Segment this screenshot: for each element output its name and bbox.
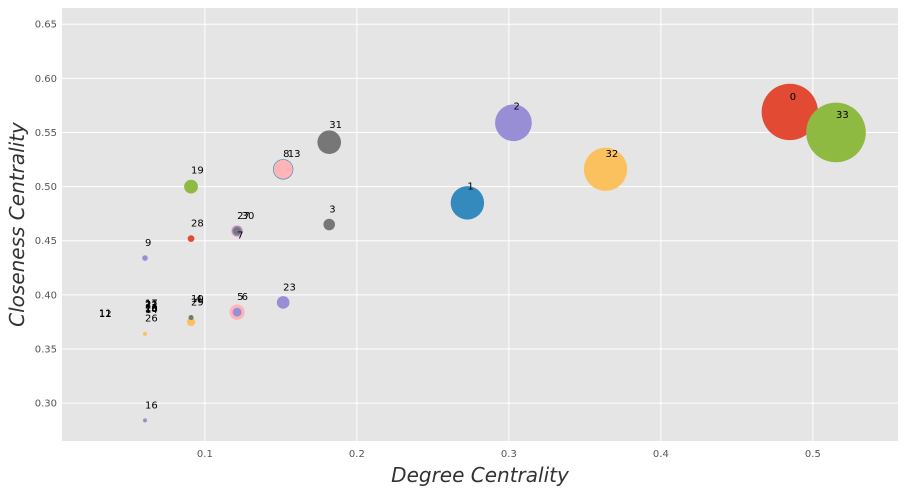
point-label-29: 29 <box>191 297 204 308</box>
point-label-27: 27 <box>237 211 250 222</box>
data-point-23 <box>276 296 290 309</box>
plot-background <box>62 8 898 441</box>
y-tick-label: 0.60 <box>35 74 57 85</box>
point-label-33: 33 <box>836 110 849 121</box>
point-label-18: 18 <box>145 304 158 315</box>
data-point-16 <box>142 418 147 423</box>
data-point-2 <box>495 104 532 142</box>
point-label-10: 10 <box>191 294 204 305</box>
x-tick-labels: 0.1 0.2 0.3 0.4 0.5 <box>197 449 821 460</box>
point-label-23: 23 <box>283 282 296 293</box>
point-label-12: 12 <box>99 309 112 320</box>
point-label-2: 2 <box>513 101 519 112</box>
point-label-1: 1 <box>467 182 473 193</box>
y-tick-label: 0.35 <box>35 344 57 355</box>
data-point-0 <box>761 83 818 141</box>
data-point-6 <box>232 307 242 317</box>
point-label-32: 32 <box>606 149 619 160</box>
data-point-33 <box>806 102 866 163</box>
point-label-4: 4 <box>196 294 202 305</box>
point-label-5: 5 <box>237 292 243 303</box>
data-point-28 <box>187 235 195 242</box>
point-label-15: 15 <box>145 303 158 314</box>
y-axis-title: Closeness Centrality <box>5 121 29 327</box>
point-label-22: 22 <box>145 301 158 312</box>
data-point-9 <box>142 255 148 261</box>
y-tick-label: 0.65 <box>35 20 57 31</box>
point-label-7: 7 <box>237 230 243 241</box>
data-point-26 <box>142 331 147 336</box>
point-label-19: 19 <box>191 165 204 176</box>
point-label-9: 9 <box>145 238 151 249</box>
point-label-28: 28 <box>191 218 204 229</box>
point-label-17: 17 <box>145 299 158 310</box>
x-axis-title: Degree Centrality <box>391 463 570 487</box>
y-tick-label: 0.30 <box>35 399 57 410</box>
data-points <box>142 83 866 423</box>
data-point-13 <box>273 159 293 179</box>
point-label-30: 30 <box>242 211 255 222</box>
point-label-0: 0 <box>790 92 796 103</box>
x-tick-label: 0.4 <box>653 449 669 460</box>
point-label-3: 3 <box>329 204 335 215</box>
point-label-31: 31 <box>329 120 342 131</box>
data-point-7 <box>233 227 241 235</box>
y-tick-label: 0.45 <box>35 236 57 247</box>
data-point-32 <box>583 147 628 191</box>
point-label-26: 26 <box>145 314 158 325</box>
data-point-31 <box>317 130 342 155</box>
point-label-16: 16 <box>145 400 158 411</box>
grid-lines <box>62 8 898 441</box>
x-tick-label: 0.1 <box>197 449 213 460</box>
y-tick-label: 0.40 <box>35 290 57 301</box>
y-tick-labels: 0.30 0.35 0.40 0.45 0.50 0.55 0.60 0.65 <box>35 20 57 410</box>
x-tick-label: 0.5 <box>805 449 821 460</box>
point-label-14: 14 <box>145 305 158 316</box>
point-label-11: 11 <box>99 308 112 319</box>
point-label-13: 13 <box>288 149 301 160</box>
data-point-19 <box>184 179 198 194</box>
point-label-21: 21 <box>145 300 158 311</box>
point-label-8: 8 <box>283 149 289 160</box>
x-tick-label: 0.3 <box>501 449 517 460</box>
data-point-24 <box>186 317 196 327</box>
data-point-25 <box>188 315 194 321</box>
data-point-3 <box>323 218 335 231</box>
y-tick-label: 0.50 <box>35 182 57 193</box>
y-tick-label: 0.55 <box>35 128 57 139</box>
point-label-20: 20 <box>145 303 158 314</box>
data-point-1 <box>450 186 485 220</box>
x-tick-label: 0.2 <box>349 449 365 460</box>
point-label-6: 6 <box>242 292 248 303</box>
